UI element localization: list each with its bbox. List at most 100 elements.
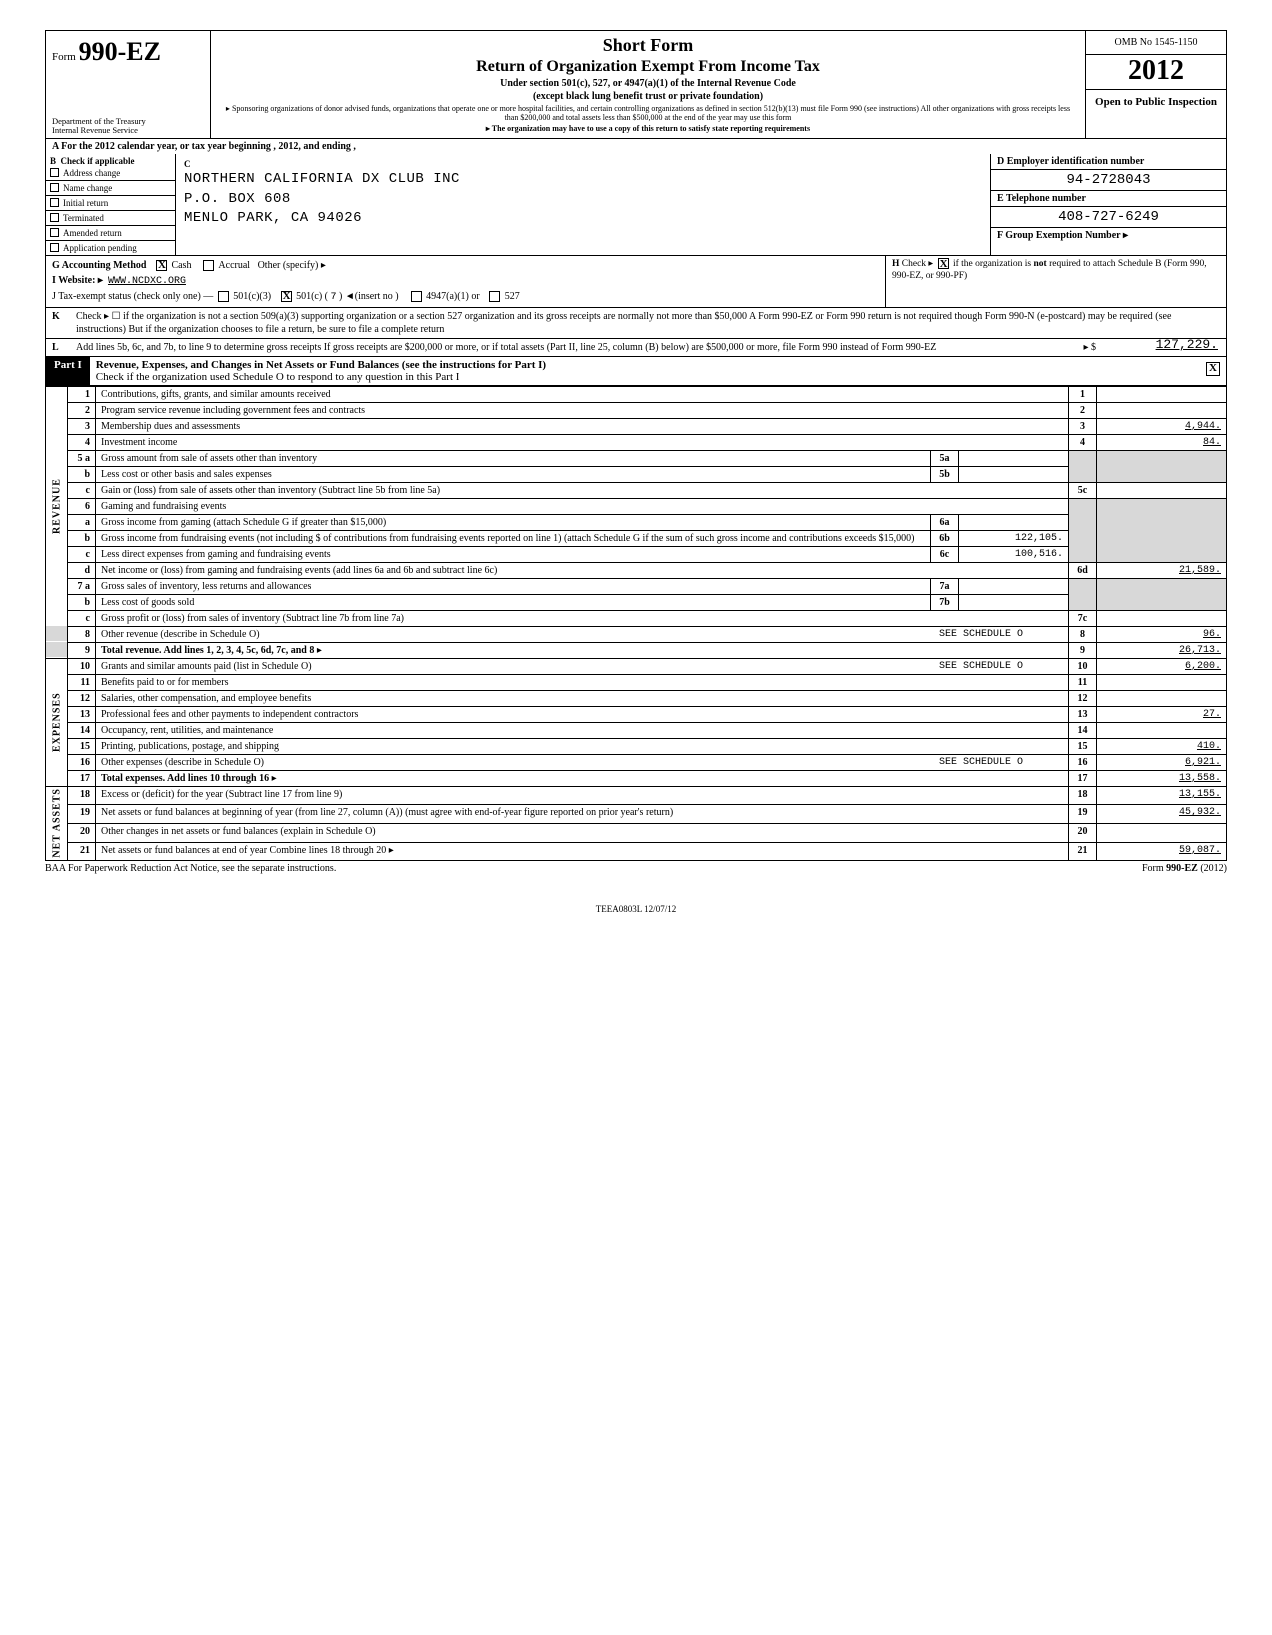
line-2: Program service revenue including govern… (96, 402, 1069, 418)
line-10: Grants and similar amounts paid (list in… (96, 658, 1069, 674)
l-text: Add lines 5b, 6c, and 7b, to line 9 to d… (76, 342, 936, 353)
footer-right: Form 990-EZ (2012) (1142, 863, 1227, 874)
line-11: Benefits paid to or for members (96, 674, 1069, 690)
line-6: Gaming and fundraising events (96, 498, 1069, 514)
amt-6c: 100,516. (959, 546, 1069, 562)
part1-label: Part I (46, 357, 90, 385)
chk-4947[interactable] (411, 291, 422, 302)
amt-13: 27. (1097, 706, 1227, 722)
subtitle2: (except black lung benefit trust or priv… (219, 91, 1077, 102)
amt-17: 13,558. (1097, 770, 1227, 786)
footer: BAA For Paperwork Reduction Act Notice, … (45, 860, 1227, 874)
chk-h[interactable] (938, 258, 949, 269)
line-4: Investment income (96, 434, 1069, 450)
amt-18: 13,155. (1097, 786, 1227, 805)
block-bc: B Check if applicable Address change Nam… (45, 154, 1227, 255)
side-netassets: NET ASSETS (46, 786, 68, 861)
org-addr2: MENLO PARK, CA 94026 (184, 209, 982, 229)
header-left: Form 990-EZ Department of the Treasury I… (46, 31, 211, 138)
line-5c: Gain or (loss) from sale of assets other… (96, 482, 1069, 498)
amt-4: 84. (1097, 434, 1227, 450)
amt-21: 59,087. (1097, 842, 1227, 861)
line-21: Net assets or fund balances at end of ye… (96, 842, 1069, 861)
chk-amended[interactable]: Amended return (46, 226, 175, 241)
chk-pending[interactable]: Application pending (46, 241, 175, 255)
d-ein: 94-2728043 (991, 170, 1226, 191)
website: WWW.NCDXC.ORG (108, 276, 186, 287)
part1-title: Revenue, Expenses, and Changes in Net As… (90, 357, 1206, 385)
chk-accrual[interactable] (203, 260, 214, 271)
b-header: Check if applicable (61, 156, 135, 166)
side-revenue: REVENUE (46, 386, 68, 626)
amt-10: 6,200. (1097, 658, 1227, 674)
g-line: G Accounting Method Cash Accrual Other (… (52, 258, 879, 273)
col-gij: G Accounting Method Cash Accrual Other (… (46, 256, 886, 307)
k-text: Check ▸ ☐ if the organization is not a s… (76, 311, 1171, 335)
line-5b: Less cost or other basis and sales expen… (96, 466, 931, 482)
j-line: J Tax-exempt status (check only one) — 5… (52, 289, 879, 305)
subtitle1: Under section 501(c), 527, or 4947(a)(1)… (219, 78, 1077, 89)
line-1: Contributions, gifts, grants, and simila… (96, 386, 1069, 402)
line-7a: Gross sales of inventory, less returns a… (96, 578, 931, 594)
chk-501c[interactable] (281, 291, 292, 302)
amt-6b: 122,105. (959, 530, 1069, 546)
header: Form 990-EZ Department of the Treasury I… (45, 30, 1227, 138)
chk-initial-return[interactable]: Initial return (46, 196, 175, 211)
header-right: OMB No 1545-1150 2012 Open to Public Ins… (1086, 31, 1226, 138)
line-7b: Less cost of goods sold (96, 594, 931, 610)
f-label: F Group Exemption Number ▸ (991, 228, 1226, 255)
line-14: Occupancy, rent, utilities, and maintena… (96, 722, 1069, 738)
line-12: Salaries, other compensation, and employ… (96, 690, 1069, 706)
e-label: E Telephone number (991, 191, 1226, 207)
line-3: Membership dues and assessments (96, 418, 1069, 434)
amt-16: 6,921. (1097, 754, 1227, 770)
chk-cash[interactable] (156, 260, 167, 271)
row-k: K Check ▸ ☐ if the organization is not a… (45, 307, 1227, 338)
d-label: D Employer identification number (991, 154, 1226, 170)
lines-table: REVENUE 1 Contributions, gifts, grants, … (45, 386, 1227, 862)
col-c: C NORTHERN CALIFORNIA DX CLUB INC P.O. B… (176, 154, 991, 255)
form-number: 990-EZ (79, 37, 161, 66)
chk-501c3[interactable] (218, 291, 229, 302)
line-6a: Gross income from gaming (attach Schedul… (96, 514, 931, 530)
dept: Department of the Treasury Internal Reve… (52, 117, 204, 136)
row-gij-h: G Accounting Method Cash Accrual Other (… (45, 255, 1227, 307)
line-19: Net assets or fund balances at beginning… (96, 805, 1069, 824)
tax-year: 2012 (1086, 55, 1226, 90)
line-6c: Less direct expenses from gaming and fun… (96, 546, 931, 562)
line-16: Other expenses (describe in Schedule O)S… (96, 754, 1069, 770)
chk-527[interactable] (489, 291, 500, 302)
l-amount: 127,229. (1156, 337, 1218, 354)
fine2: ▸ The organization may have to use a cop… (219, 124, 1077, 133)
line-6b: Gross income from fundraising events (no… (96, 530, 931, 546)
line-20: Other changes in net assets or fund bala… (96, 824, 1069, 843)
line-13: Professional fees and other payments to … (96, 706, 1069, 722)
line-5a: Gross amount from sale of assets other t… (96, 450, 931, 466)
omb: OMB No 1545-1150 (1086, 31, 1226, 55)
line-15: Printing, publications, postage, and shi… (96, 738, 1069, 754)
line-8: Other revenue (describe in Schedule O)SE… (96, 626, 1069, 642)
teea-code: TEEA0803L 12/07/12 (45, 904, 1227, 914)
short-form-title: Short Form (219, 35, 1077, 56)
amt-19: 45,932. (1097, 805, 1227, 824)
dept-irs: Internal Revenue Service (52, 126, 204, 135)
line-9: Total revenue. Add lines 1, 2, 3, 4, 5c,… (96, 642, 1069, 658)
h-box: H Check ▸ if the organization is not req… (886, 256, 1226, 307)
side-expenses: EXPENSES (46, 658, 68, 786)
form-label: Form (52, 51, 76, 63)
chk-address-change[interactable]: Address change (46, 166, 175, 181)
open-inspection: Open to Public Inspection (1086, 90, 1226, 114)
form-990ez: Form 990-EZ Department of the Treasury I… (45, 30, 1227, 914)
chk-terminated[interactable]: Terminated (46, 211, 175, 226)
row-l: L Add lines 5b, 6c, and 7b, to line 9 to… (45, 338, 1227, 356)
line-18: Excess or (deficit) for the year (Subtra… (96, 786, 1069, 805)
row-a: A For the 2012 calendar year, or tax yea… (45, 138, 1227, 154)
amt-6d: 21,589. (1097, 562, 1227, 578)
chk-name-change[interactable]: Name change (46, 181, 175, 196)
footer-left: BAA For Paperwork Reduction Act Notice, … (45, 863, 336, 874)
part1-checkbox[interactable] (1206, 362, 1220, 376)
org-addr1: P.O. BOX 608 (184, 190, 982, 210)
e-phone: 408-727-6249 (991, 207, 1226, 228)
i-line: I Website: ▸ WWW.NCDXC.ORG (52, 273, 879, 289)
col-def: D Employer identification number 94-2728… (991, 154, 1226, 255)
